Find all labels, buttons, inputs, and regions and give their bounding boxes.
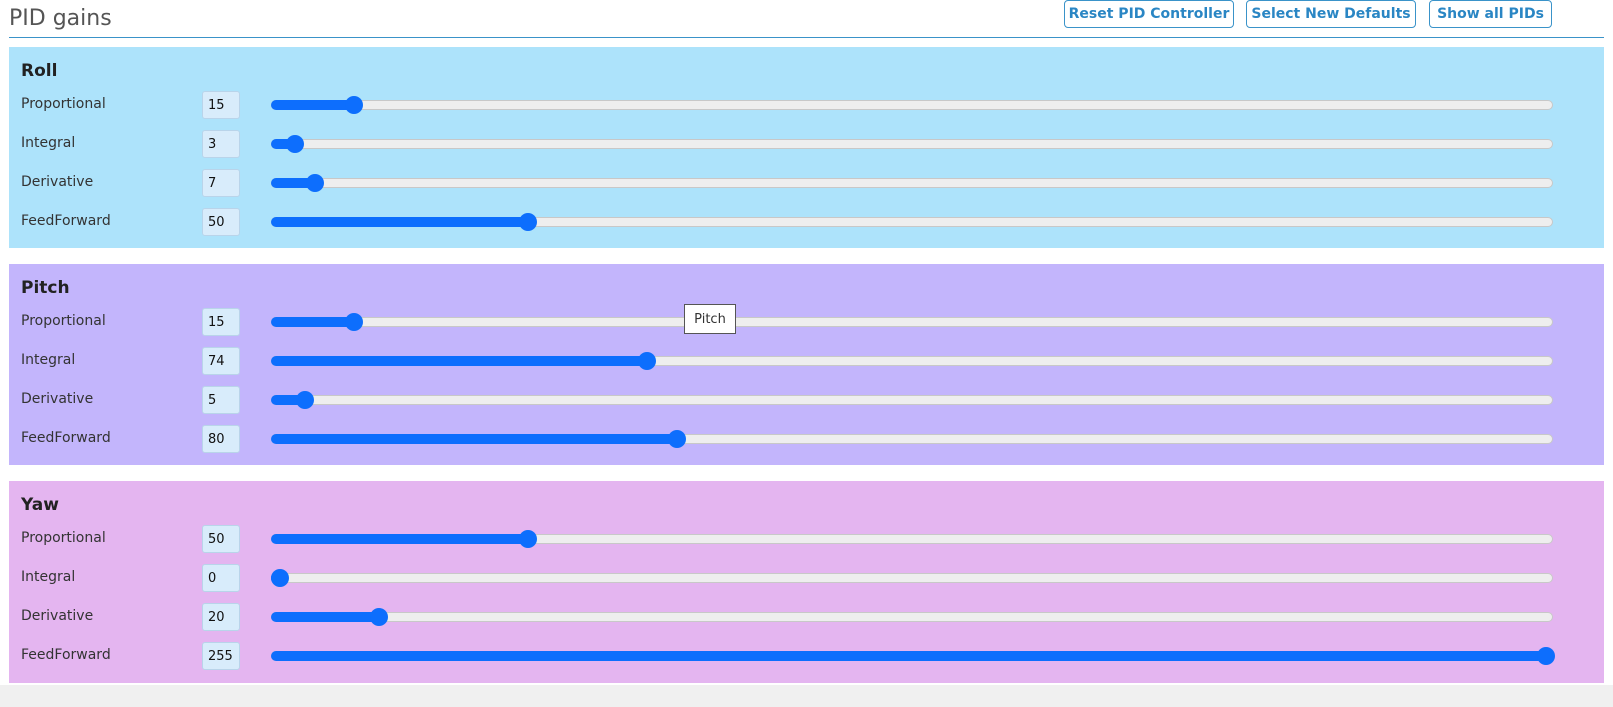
yaw-proportional-row: Proportional 50	[9, 525, 1604, 555]
section-title-pitch: Pitch	[21, 278, 70, 298]
roll-proportional-input[interactable]: 15	[202, 91, 240, 119]
slider-fill	[271, 395, 305, 405]
header-divider	[9, 37, 1604, 38]
row-label: Proportional	[21, 96, 106, 112]
roll-derivative-row: Derivative 7	[9, 169, 1604, 199]
roll-section: Roll Proportional 15 Integral 3 Derivati…	[9, 47, 1604, 248]
yaw-proportional-input[interactable]: 50	[202, 525, 240, 553]
roll-derivative-input[interactable]: 7	[202, 169, 240, 197]
yaw-integral-row: Integral 0	[9, 564, 1604, 594]
row-label: Integral	[21, 135, 76, 151]
slider-fill	[271, 217, 529, 227]
row-label: Proportional	[21, 530, 106, 546]
roll-proportional-row: Proportional 15	[9, 91, 1604, 121]
row-label: Proportional	[21, 313, 106, 329]
slider-track[interactable]	[271, 100, 1553, 110]
row-label: Derivative	[21, 174, 94, 190]
pitch-feedforward-input[interactable]: 80	[202, 425, 240, 453]
slider-fill	[271, 651, 1546, 661]
slider-fill	[271, 534, 529, 544]
yaw-integral-slider-thumb[interactable]	[271, 569, 289, 587]
yaw-feedforward-slider-thumb[interactable]	[1537, 647, 1555, 665]
slider-fill	[271, 100, 355, 110]
pitch-derivative-row: Derivative 5	[9, 386, 1604, 416]
pitch-section: Pitch Proportional 15 Integral 74 Deriva…	[9, 264, 1604, 465]
slider-track[interactable]	[271, 178, 1553, 188]
select-new-defaults-button[interactable]: Select New Defaults	[1246, 0, 1416, 28]
roll-feedforward-slider-thumb[interactable]	[519, 213, 538, 231]
yaw-feedforward-row: FeedForward 255	[9, 642, 1604, 672]
row-label: Derivative	[21, 391, 94, 407]
row-label: FeedForward	[21, 647, 111, 663]
roll-proportional-slider-thumb[interactable]	[345, 96, 364, 114]
roll-integral-input[interactable]: 3	[202, 130, 240, 158]
row-label: Integral	[21, 352, 76, 368]
pitch-feedforward-slider-thumb[interactable]	[668, 430, 687, 448]
slider-fill	[271, 178, 315, 188]
header: PID gains Reset PID Controller Select Ne…	[0, 0, 1613, 40]
yaw-section: Yaw Proportional 50 Integral 0 Derivativ…	[9, 481, 1604, 683]
row-label: FeedForward	[21, 213, 111, 229]
pitch-proportional-input[interactable]: 15	[202, 308, 240, 336]
roll-integral-row: Integral 3	[9, 130, 1604, 160]
yaw-proportional-slider-thumb[interactable]	[519, 530, 538, 548]
slider-track[interactable]	[271, 612, 1553, 622]
page-title: PID gains	[9, 6, 112, 31]
slider-track[interactable]	[271, 317, 1553, 327]
reset-pid-controller-button[interactable]: Reset PID Controller	[1064, 0, 1234, 28]
pitch-feedforward-row: FeedForward 80	[9, 425, 1604, 455]
slider-track[interactable]	[271, 573, 1553, 583]
slider-fill	[271, 139, 295, 149]
yaw-integral-input[interactable]: 0	[202, 564, 240, 592]
tooltip: Pitch	[684, 304, 736, 334]
roll-feedforward-row: FeedForward 50	[9, 208, 1604, 238]
pitch-proportional-slider-thumb[interactable]	[345, 313, 364, 331]
yaw-derivative-slider-thumb[interactable]	[370, 608, 389, 626]
section-title-roll: Roll	[21, 61, 58, 81]
roll-derivative-slider-thumb[interactable]	[305, 174, 324, 192]
section-title-yaw: Yaw	[21, 495, 59, 515]
pitch-integral-row: Integral 74	[9, 347, 1604, 377]
roll-integral-slider-thumb[interactable]	[285, 135, 304, 153]
pitch-proportional-row: Proportional 15	[9, 308, 1604, 338]
show-all-pids-button[interactable]: Show all PIDs	[1429, 0, 1552, 28]
slider-fill	[271, 434, 678, 444]
yaw-derivative-input[interactable]: 20	[202, 603, 240, 631]
slider-fill	[271, 612, 380, 622]
slider-track[interactable]	[271, 139, 1553, 149]
row-label: FeedForward	[21, 430, 111, 446]
row-label: Integral	[21, 569, 76, 585]
slider-fill	[271, 317, 355, 327]
slider-fill	[271, 356, 648, 366]
yaw-feedforward-input[interactable]: 255	[202, 642, 240, 670]
yaw-derivative-row: Derivative 20	[9, 603, 1604, 633]
slider-track[interactable]	[271, 395, 1553, 405]
row-label: Derivative	[21, 608, 94, 624]
pitch-integral-slider-thumb[interactable]	[638, 352, 657, 370]
pitch-integral-input[interactable]: 74	[202, 347, 240, 375]
bottom-scroll-area	[0, 685, 1613, 707]
pitch-derivative-input[interactable]: 5	[202, 386, 240, 414]
roll-feedforward-input[interactable]: 50	[202, 208, 240, 236]
pitch-derivative-slider-thumb[interactable]	[295, 391, 314, 409]
